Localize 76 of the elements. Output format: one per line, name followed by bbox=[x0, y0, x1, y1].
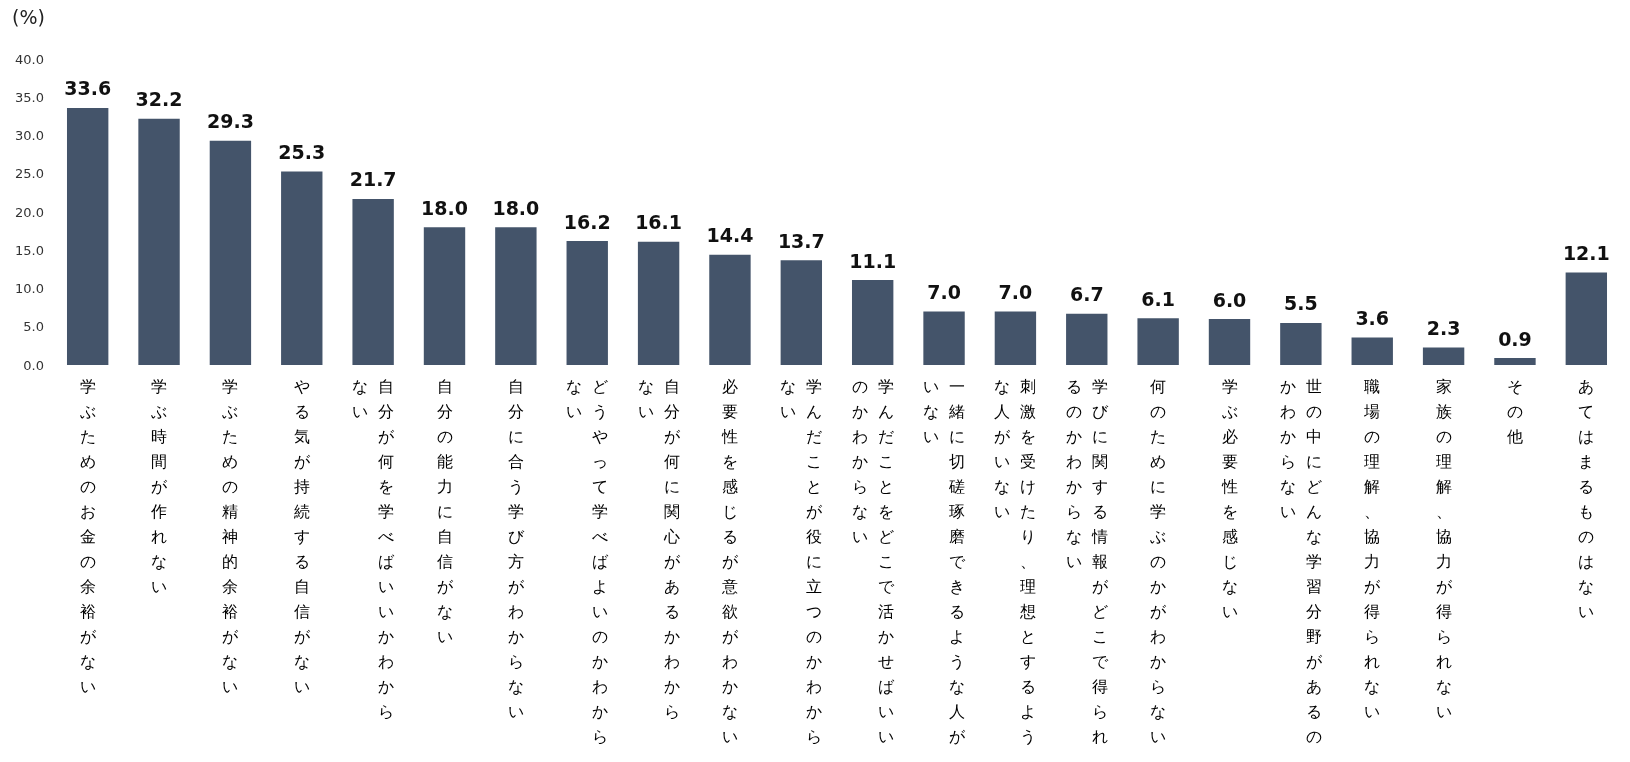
bar bbox=[1422, 347, 1465, 365]
bar bbox=[1066, 313, 1108, 365]
bar bbox=[1494, 358, 1536, 365]
category-label: 家族の理解、協力が得られない bbox=[1435, 377, 1452, 721]
bar bbox=[66, 107, 109, 365]
y-tick-label: 30.0 bbox=[15, 128, 44, 143]
y-tick-label: 25.0 bbox=[15, 166, 44, 182]
data-label: 7.0 bbox=[998, 280, 1033, 303]
category-label: やる気が持続する自信がない bbox=[293, 377, 310, 696]
category-label: 自分が何に関心があるかわからない bbox=[637, 377, 680, 721]
category-label: 必要性を感じるが意欲がわかない bbox=[721, 377, 738, 746]
category-label: 学ぶための精神的余裕がない bbox=[222, 377, 239, 696]
data-label: 2.3 bbox=[1426, 316, 1461, 339]
bar bbox=[923, 311, 965, 365]
bar bbox=[138, 118, 180, 365]
bar bbox=[1280, 322, 1322, 365]
data-label: 5.5 bbox=[1284, 292, 1318, 315]
category-label: 自分が何を学べばいいかわからない bbox=[352, 377, 395, 721]
category-label: 職場の理解、協力が得られない bbox=[1364, 377, 1381, 721]
bar bbox=[209, 140, 252, 365]
data-label: 12.1 bbox=[1562, 241, 1610, 264]
category-label: あてはまるものはない bbox=[1578, 377, 1595, 621]
bar bbox=[1137, 318, 1179, 365]
category-label: 学ぶ時間が作れない bbox=[151, 377, 168, 596]
data-label: 29.3 bbox=[206, 110, 254, 133]
category-label: 学んだことをどこで活かせばいいのかわからない bbox=[851, 377, 894, 746]
data-label: 18.0 bbox=[421, 196, 468, 219]
bar bbox=[780, 260, 823, 365]
data-label: 0.9 bbox=[1498, 327, 1532, 350]
data-label: 25.3 bbox=[278, 140, 326, 163]
bar bbox=[495, 227, 537, 365]
data-label: 11.1 bbox=[849, 249, 897, 272]
category-label: 自分の能力に自信がない bbox=[436, 377, 453, 646]
bar bbox=[637, 241, 680, 365]
bar bbox=[709, 254, 751, 365]
data-label: 3.6 bbox=[1355, 306, 1390, 329]
y-axis-title: (%) bbox=[12, 6, 45, 28]
category-label: 学んだことが役に立つのかわからない bbox=[780, 377, 823, 746]
category-label: 一緒に切磋琢磨できるような人がいない bbox=[923, 377, 966, 746]
bar bbox=[1351, 337, 1393, 365]
data-label: 6.1 bbox=[1141, 287, 1175, 310]
y-tick-label: 35.0 bbox=[15, 89, 44, 105]
data-label: 33.6 bbox=[64, 77, 112, 100]
category-label: 学ぶ必要性を感じない bbox=[1221, 377, 1238, 621]
category-label: 学ぶためのお金の余裕がない bbox=[79, 377, 96, 696]
y-tick-label: 0.0 bbox=[23, 357, 44, 373]
category-label: 刺激を受けたり、理想とするような人がいない bbox=[994, 377, 1037, 746]
category-label: 学びに関する情報がどこで得られるのかわからない bbox=[1065, 377, 1108, 746]
bar bbox=[1565, 272, 1608, 365]
bar bbox=[1208, 319, 1251, 365]
data-label: 13.7 bbox=[777, 229, 825, 252]
category-label: どうやって学べばよいのかわからない bbox=[566, 377, 609, 746]
data-label: 16.1 bbox=[635, 211, 683, 234]
data-label: 32.2 bbox=[135, 88, 183, 111]
data-label: 6.0 bbox=[1212, 288, 1247, 311]
x-tick-label: その他 bbox=[1506, 376, 1523, 448]
category-label: 自分に合う学び方がわからない bbox=[507, 377, 524, 721]
bar bbox=[566, 241, 608, 365]
category-label: 何のために学ぶのかがわからない bbox=[1150, 377, 1167, 746]
y-tick-label: 40.0 bbox=[15, 51, 44, 67]
y-tick-label: 20.0 bbox=[15, 204, 44, 220]
bar bbox=[994, 311, 1037, 365]
y-tick-label: 15.0 bbox=[15, 242, 44, 258]
bar bbox=[281, 171, 323, 365]
y-tick-label: 5.0 bbox=[23, 319, 44, 335]
category-label: 世の中にどんな学習分野があるのかわからない bbox=[1279, 377, 1322, 746]
y-tick-label: 10.0 bbox=[15, 281, 44, 296]
data-label: 14.4 bbox=[706, 224, 754, 247]
data-label: 7.0 bbox=[927, 280, 961, 303]
data-label: 16.2 bbox=[563, 210, 611, 233]
bar bbox=[352, 199, 394, 365]
bar bbox=[851, 280, 894, 365]
data-label: 18.0 bbox=[492, 196, 540, 219]
data-label: 6.7 bbox=[1069, 283, 1104, 306]
bar bbox=[423, 227, 466, 365]
data-label: 21.7 bbox=[349, 168, 397, 191]
